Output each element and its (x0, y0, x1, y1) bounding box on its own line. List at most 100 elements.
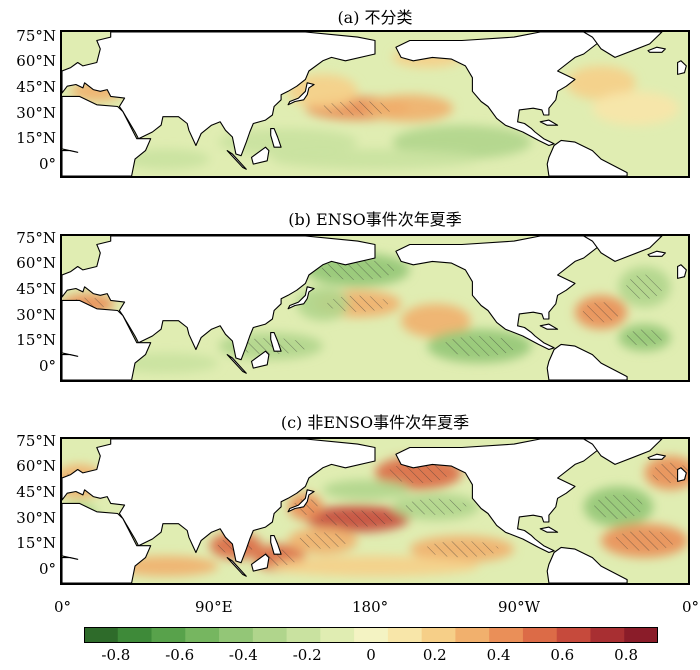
land-mass (270, 332, 282, 352)
significance-hatch (293, 498, 318, 515)
land-mass (250, 146, 270, 165)
land-mass (395, 236, 602, 351)
colorbar-segment (185, 627, 220, 643)
colorbar-segment (624, 627, 658, 643)
land-mass (287, 82, 315, 106)
y-tick-label: 75°N (16, 27, 56, 45)
significance-hatch (388, 462, 449, 484)
colorbar-segment (421, 627, 456, 643)
land-mass (62, 299, 152, 380)
colorbar-segment (252, 627, 288, 643)
x-tick-label: 90°E (195, 598, 233, 616)
anomaly-blob (401, 303, 471, 338)
significance-hatch (405, 498, 467, 515)
land-mass (647, 46, 666, 53)
y-tick-label: 0° (38, 560, 56, 578)
anomaly-blob (218, 128, 358, 156)
significance-hatch (582, 302, 620, 323)
colorbar-tick-label: -0.2 (292, 646, 322, 664)
significance-hatch (234, 337, 308, 355)
significance-hatch (614, 530, 675, 551)
land-mass (62, 439, 376, 564)
colorbar-segment (117, 627, 153, 643)
anomaly-blob (366, 94, 454, 122)
x-tick-label: 0° (54, 598, 72, 616)
colorbar-tick-label: 0.2 (422, 646, 447, 664)
land-mass (539, 526, 559, 533)
y-tick-label: 45°N (16, 78, 56, 96)
colorbar-tick-label: 0 (366, 646, 376, 664)
colorbar-segment (219, 627, 254, 643)
land-mass (539, 323, 559, 330)
heatmap-map (62, 32, 688, 176)
land-mass (546, 139, 628, 176)
y-tick-label: 30°N (16, 509, 56, 527)
colorbar-segment (590, 627, 625, 643)
colorbar-tick-label: -0.4 (228, 646, 258, 664)
y-tick-label: 60°N (16, 52, 56, 70)
anomaly-blob (270, 148, 480, 170)
y-tick-label: 30°N (16, 306, 56, 324)
land-mass (250, 350, 270, 369)
land-mass (287, 286, 315, 310)
colorbar-tick-label: -0.8 (101, 646, 131, 664)
colorbar-segment (320, 627, 355, 643)
land-mass (583, 236, 663, 262)
y-tick-label: 15°N (16, 534, 56, 552)
panel-title: (c) 非ENSO事件次年夏季 (280, 413, 470, 432)
colorbar-segment (387, 627, 423, 643)
colorbar-segment (556, 627, 591, 643)
colorbar-tick-label: 0.8 (614, 646, 639, 664)
significance-hatch (321, 510, 395, 527)
colorbar-tick-label: 0.4 (486, 646, 511, 664)
land-mass (677, 60, 687, 75)
land-mass (677, 264, 687, 279)
y-tick-label: 15°N (16, 129, 56, 147)
land-mass (62, 95, 152, 176)
anomaly-blob (296, 286, 349, 321)
y-tick-label: 75°N (16, 432, 56, 450)
land-mass (546, 546, 628, 583)
panel-title: (a) 不分类 (337, 8, 413, 27)
significance-hatch (321, 259, 395, 281)
heatmap-map (62, 236, 688, 380)
colorbar (84, 627, 658, 643)
y-tick-label: 45°N (16, 280, 56, 298)
y-tick-label: 0° (38, 155, 56, 173)
map-frame (60, 30, 690, 178)
land-mass (250, 553, 270, 572)
significance-hatch (425, 540, 499, 558)
x-tick-label: 180° (352, 598, 389, 616)
land-mass (647, 453, 666, 460)
significance-hatch (298, 532, 348, 549)
y-tick-label: 45°N (16, 483, 56, 501)
land-mass (226, 150, 247, 170)
significance-hatch (442, 335, 516, 357)
land-mass (546, 343, 628, 380)
land-mass (287, 489, 315, 513)
land-mass (270, 535, 282, 555)
y-tick-label: 60°N (16, 457, 56, 475)
land-mass (647, 250, 666, 257)
map-frame (60, 437, 690, 585)
y-tick-label: 75°N (16, 229, 56, 247)
land-mass (62, 236, 376, 361)
land-mass (583, 439, 663, 465)
y-tick-label: 60°N (16, 254, 56, 272)
anomaly-blob (566, 65, 636, 100)
land-mass (62, 502, 152, 583)
land-mass (583, 32, 663, 58)
anomaly-field (70, 47, 680, 170)
significance-hatch (594, 494, 643, 519)
y-tick-label: 15°N (16, 331, 56, 349)
x-tick-label: 90°W (498, 598, 541, 616)
colorbar-segment (354, 627, 389, 643)
colorbar-segment (84, 627, 119, 643)
land-mass (226, 354, 247, 374)
colorbar-segment (522, 627, 558, 643)
colorbar-segment (455, 627, 490, 643)
significance-hatch (261, 549, 298, 566)
anomaly-blob (270, 555, 480, 577)
land-mass (539, 119, 559, 126)
anomaly-blob (288, 74, 358, 109)
